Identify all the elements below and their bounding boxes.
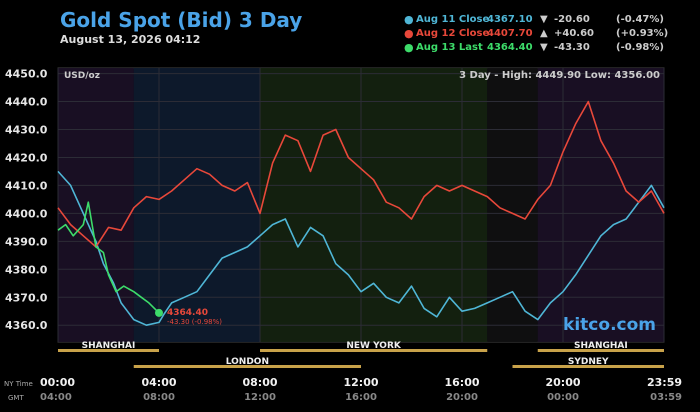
legend-change: +40.60 [554,28,595,39]
session-label: LONDON [226,357,269,367]
session-band [537,68,664,342]
x-tick-label-gmt: 00:00 [547,392,579,403]
last-price-label: 4364.40 [167,308,208,318]
session-label: NEW YORK [346,341,402,351]
legend-value: 4367.10 [487,14,533,25]
y-tick-label: 4390.0 [5,235,48,248]
session-band [133,68,260,342]
x-tick-label-ny: 20:00 [545,376,580,389]
session-bar [537,349,664,352]
series-line [57,170,665,327]
session-band [260,68,488,342]
legend-label: Aug 13 Last [416,42,483,53]
last-price-marker [155,308,163,317]
x-tick-label-gmt: 16:00 [345,392,377,403]
series-line [57,100,665,248]
x-tick-label-ny: 04:00 [141,376,176,389]
chart-title: Gold Spot (Bid) 3 Day [60,8,303,32]
x-tick-label-ny: 00:00 [40,376,75,389]
session-band [487,68,538,342]
session-bar [260,349,488,352]
legend-label: Aug 12 Close [416,28,490,39]
legend-dot-icon: ● [404,13,414,26]
legend-change: -20.60 [554,14,590,25]
session-label: SYDNEY [568,357,609,367]
x-tick-label-gmt: 03:59 [650,392,682,403]
legend-percent: (+0.93%) [616,28,669,39]
x-tick-label-gmt: 04:00 [40,392,72,403]
legend-change: -43.30 [554,42,590,53]
y-tick-label: 4360.0 [5,319,48,332]
legend-percent: (-0.98%) [616,42,664,53]
range-label: 3 Day - High: 4449.90 Low: 4356.00 [459,70,660,81]
x-tick-label-gmt: 12:00 [244,392,276,403]
legend-label: Aug 11 Close [416,14,490,25]
y-tick-label: 4380.0 [5,263,48,276]
y-tick-label: 4370.0 [5,291,48,304]
x-tick-label-ny: 12:00 [343,376,378,389]
series-line [57,201,160,314]
unit-label: USD/oz [64,71,100,81]
gmt-label: GMT [8,394,24,402]
legend-value: 4364.40 [487,42,533,53]
x-tick-label-gmt: 08:00 [143,392,175,403]
y-tick-label: 4450.0 [5,68,48,81]
last-change-label: -43.30 (-0.98%) [167,318,222,326]
session-label: SHANGHAI [574,341,628,351]
y-tick-label: 4400.0 [5,207,48,220]
legend-dot-icon: ● [404,27,414,40]
chart-date: August 13, 2026 04:12 [60,33,201,46]
ny-time-label: NY Time [4,380,33,388]
y-tick-label: 4410.0 [5,179,48,192]
session-band [58,68,134,342]
x-tick-label-gmt: 20:00 [446,392,478,403]
brand-watermark: kitco.com [563,315,656,335]
change-arrow-icon: ▼ [540,42,548,53]
change-arrow-icon: ▼ [540,14,548,25]
x-tick-label-ny: 23:59 [647,376,682,389]
legend-dot-icon: ● [404,41,414,54]
session-bar [133,365,361,368]
session-label: SHANGHAI [82,341,136,351]
y-tick-label: 4430.0 [5,124,48,137]
legend-value: 4407.70 [487,28,533,39]
session-bar [512,365,664,368]
x-tick-label-ny: 16:00 [444,376,479,389]
x-tick-label-ny: 08:00 [242,376,277,389]
change-arrow-icon: ▲ [540,28,548,39]
y-tick-label: 4420.0 [5,151,48,164]
session-bar [58,349,159,352]
y-tick-label: 4440.0 [5,96,48,109]
legend-percent: (-0.47%) [616,14,664,25]
